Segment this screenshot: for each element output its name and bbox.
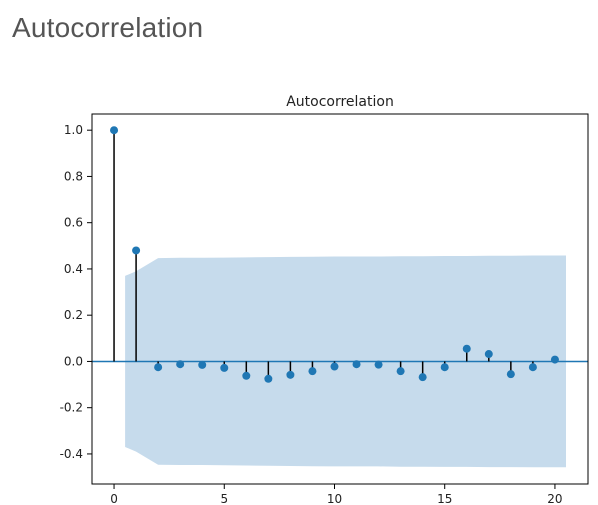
acf-point: [440, 363, 449, 372]
acf-point: [264, 374, 273, 383]
acf-point: [506, 370, 515, 379]
acf-point: [176, 360, 185, 369]
acf-point: [286, 370, 295, 379]
acf-point: [462, 344, 471, 353]
markers-layer: [110, 126, 559, 383]
y-tick-label: -0.4: [60, 447, 83, 461]
acf-point: [132, 246, 141, 255]
x-tick-label: 20: [547, 492, 562, 505]
acf-point: [330, 362, 339, 371]
y-tick-label: 0.0: [64, 354, 83, 368]
y-tick-label: 0.8: [64, 169, 83, 183]
y-tick-label: 0.2: [64, 308, 83, 322]
acf-point: [198, 360, 207, 369]
x-tick-label: 5: [220, 492, 228, 505]
acf-point: [528, 363, 537, 372]
acf-point: [550, 355, 559, 364]
axes-frame: [91, 113, 589, 485]
x-axis: 0 5 10 15 20: [110, 484, 563, 505]
y-tick-label: 1.0: [64, 123, 83, 137]
acf-point: [352, 360, 361, 369]
acf-point: [154, 363, 163, 372]
page-heading: Autocorrelation: [12, 12, 204, 43]
chart-title: Autocorrelation: [286, 94, 394, 110]
x-tick-label: 10: [327, 492, 342, 505]
acf-point: [242, 371, 251, 380]
acf-point: [418, 373, 427, 382]
x-tick-label: 15: [437, 492, 452, 505]
acf-point: [484, 350, 493, 359]
y-tick-label: 0.4: [64, 262, 83, 276]
y-tick-label: -0.2: [60, 401, 83, 415]
acf-point: [374, 360, 383, 369]
x-tick-label: 0: [110, 492, 118, 505]
acf-point: [110, 126, 119, 135]
y-tick-label: 0.6: [64, 216, 83, 230]
acf-point: [396, 367, 405, 376]
acf-point: [308, 367, 317, 376]
y-axis: 1.0 0.8 0.6 0.4 0.2 0.0 -0.2 -0.4: [60, 123, 92, 461]
acf-point: [220, 363, 229, 372]
